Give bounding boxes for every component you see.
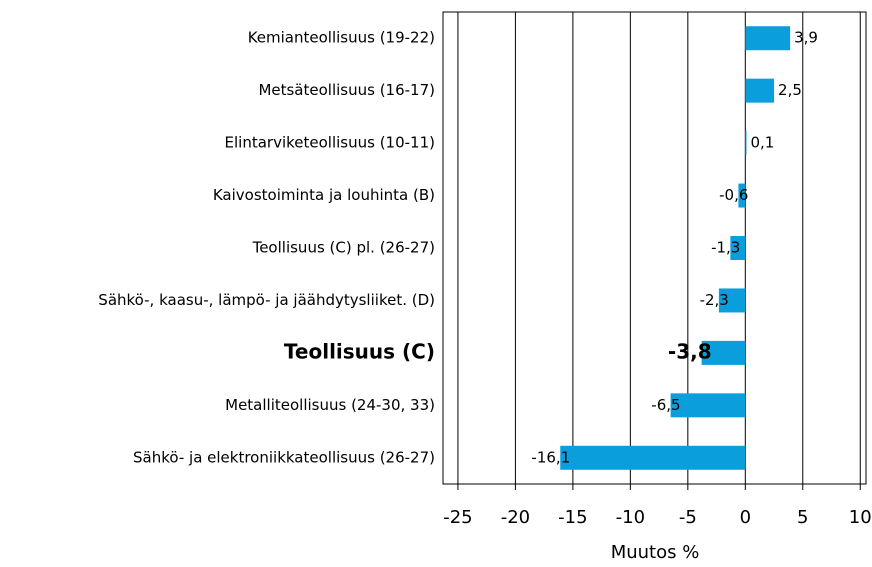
x-tick-label: -25 — [443, 507, 472, 528]
x-tick-label: -5 — [679, 507, 697, 528]
value-label: -16,1 — [531, 448, 570, 466]
bar — [745, 78, 775, 103]
bar — [718, 288, 746, 313]
category-label: Kemianteollisuus (19-22) — [248, 29, 435, 47]
plot-frame — [442, 11, 867, 485]
x-tick-label: 0 — [740, 507, 751, 528]
value-label: -6,5 — [651, 396, 680, 414]
value-label: -2,3 — [700, 291, 729, 309]
x-tick-label: -10 — [616, 507, 645, 528]
x-tick-label: 10 — [849, 507, 872, 528]
x-tick-label: 5 — [797, 507, 808, 528]
category-label: Elintarviketeollisuus (10-11) — [225, 134, 435, 152]
category-label: Sähkö- ja elektroniikkateollisuus (26-27… — [133, 448, 435, 466]
x-axis-label: Muutos % — [611, 542, 700, 563]
value-label: 2,5 — [778, 81, 802, 99]
x-tick-label: -20 — [501, 507, 530, 528]
value-label: -3,8 — [668, 339, 712, 363]
category-label: Metalliteollisuus (24-30, 33) — [225, 396, 435, 414]
bar — [730, 236, 746, 260]
x-tick-label: -15 — [558, 507, 587, 528]
bar — [745, 26, 791, 51]
category-label: Teollisuus (C) — [284, 339, 435, 363]
category-label: Teollisuus (C) pl. (26-27) — [252, 239, 435, 257]
value-label: 3,9 — [794, 29, 818, 47]
value-label: -1,3 — [711, 239, 740, 257]
value-label: -0,6 — [719, 186, 748, 204]
bar — [738, 183, 746, 208]
category-label: Sähkö-, kaasu-, lämpö- ja jäähdytysliike… — [98, 291, 435, 309]
category-label: Metsäteollisuus (16-17) — [258, 81, 435, 99]
bar — [701, 340, 746, 365]
category-label: Kaivostoiminta ja louhinta (B) — [213, 186, 435, 204]
bar — [745, 131, 747, 156]
bar — [670, 393, 746, 418]
value-label: 0,1 — [750, 134, 774, 152]
bar — [560, 445, 746, 470]
